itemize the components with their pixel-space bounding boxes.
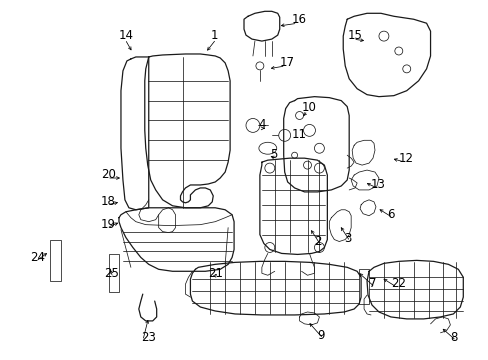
Text: 5: 5 bbox=[269, 148, 277, 161]
Text: 19: 19 bbox=[101, 218, 116, 231]
Bar bbox=[49, 239, 61, 281]
Text: 22: 22 bbox=[390, 277, 405, 290]
Text: 25: 25 bbox=[104, 267, 119, 280]
Text: 1: 1 bbox=[210, 29, 217, 42]
Text: 14: 14 bbox=[119, 29, 134, 42]
Text: 4: 4 bbox=[257, 118, 265, 131]
Text: 3: 3 bbox=[344, 231, 351, 244]
Text: 15: 15 bbox=[346, 29, 361, 42]
Text: 17: 17 bbox=[279, 56, 294, 69]
Text: 18: 18 bbox=[101, 195, 116, 208]
Text: 11: 11 bbox=[291, 129, 306, 141]
Text: 20: 20 bbox=[101, 168, 116, 181]
Text: 9: 9 bbox=[317, 329, 324, 342]
Bar bbox=[358, 269, 368, 304]
Text: 6: 6 bbox=[386, 208, 394, 221]
Text: 8: 8 bbox=[449, 331, 457, 344]
Text: 13: 13 bbox=[370, 178, 385, 191]
Text: 24: 24 bbox=[30, 251, 44, 265]
Text: 10: 10 bbox=[301, 100, 316, 114]
Text: 23: 23 bbox=[141, 331, 156, 344]
Text: 2: 2 bbox=[314, 235, 321, 248]
Text: 7: 7 bbox=[368, 277, 376, 290]
Text: 16: 16 bbox=[291, 13, 306, 26]
Text: 21: 21 bbox=[208, 267, 223, 280]
Bar bbox=[109, 255, 119, 292]
Text: 12: 12 bbox=[398, 152, 413, 165]
